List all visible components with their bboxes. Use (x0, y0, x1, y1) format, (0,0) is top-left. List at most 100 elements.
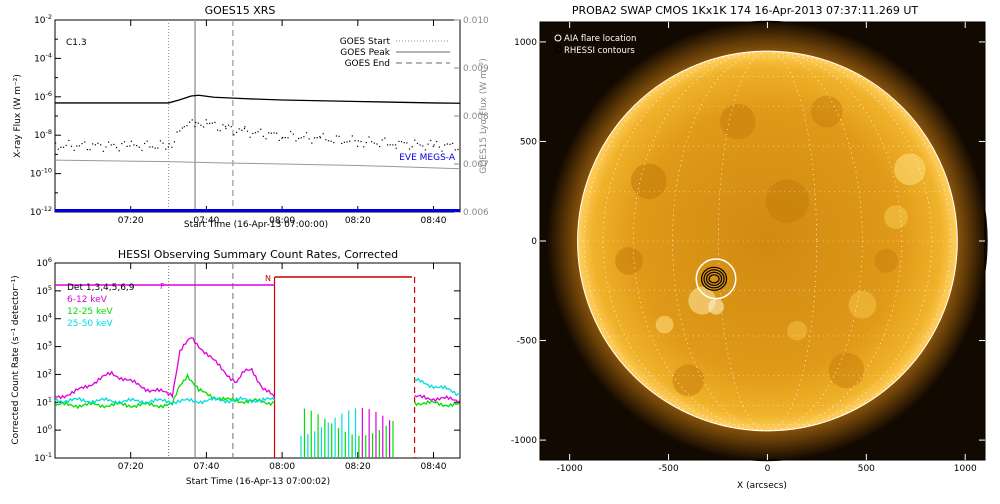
swap-x-tick-label: 0 (765, 464, 771, 474)
swap-y-axis: 1000 500 0 -500 -1000 (511, 38, 985, 446)
goes-xrs-short-point (62, 146, 65, 148)
goes-xrs-short-point (159, 140, 162, 142)
swap-flare-markers (695, 258, 737, 300)
goes-xrs-short-point (311, 142, 313, 144)
goes-xrs-short-point (86, 148, 88, 151)
swap-x-tick-label: -1000 (557, 464, 583, 474)
swap-longitude-line (718, 50, 817, 432)
goes-right-y-tick-label: 0.006 (463, 208, 489, 218)
swap-surface-feature (630, 163, 667, 200)
goes-xrs-short-point (325, 139, 327, 141)
goes-xrs-short-point (284, 136, 286, 139)
goes-right-y-axis: 0.010 0.009 0.008 0.007 0.006 (454, 16, 489, 218)
goes-xrs-short-point (446, 143, 448, 145)
goes-xrs-short-point (191, 119, 193, 121)
goes-xrs-short-point (379, 145, 381, 148)
goes-series (54, 94, 461, 213)
goes-xrs-short-point (238, 128, 240, 130)
goes-xrs-short-point (398, 140, 400, 143)
goes-xrs-short-point (424, 149, 426, 151)
hessi-y-tick-label: 105 (36, 284, 52, 297)
goes-xrs-short-point (68, 139, 70, 142)
hessi-series-line (414, 394, 461, 404)
goes-xrs-short-point (357, 145, 359, 147)
goes-xrs-short-point (268, 132, 270, 134)
goes-xrs-short-point (157, 147, 159, 149)
goes-xrs-short-point (265, 138, 267, 140)
goes-xrs-short-point (392, 144, 394, 146)
goes-xrs-short-point (57, 148, 59, 150)
goes-xrs-short-point (171, 146, 173, 148)
goes-xrs-short-point (433, 144, 435, 146)
goes-xrs-short-point (308, 138, 310, 140)
goes-xrs-short-point (400, 141, 403, 143)
goes-xrs-short-point (195, 121, 197, 124)
swap-legend-rhessi-symbol (554, 46, 562, 54)
swap-surface-feature (655, 315, 674, 334)
goes-xrs-short-point (322, 133, 324, 135)
goes-xrs-short-point (327, 140, 330, 142)
goes-xrs-short-point (246, 130, 249, 132)
goes-xrs-short-point (225, 127, 227, 130)
goes-xrs-short-point (138, 146, 140, 148)
hessi-legend: Det 1,3,4,5,6,9 6-12 keV 12-25 keV 25-50… (67, 283, 135, 329)
goes-xrs-short-point (202, 126, 205, 128)
goes-xrs-short-point (395, 147, 397, 149)
goes-xrs-short-point (224, 125, 227, 128)
goes-xrs-short-point (416, 142, 419, 144)
swap-surface-feature (672, 364, 705, 397)
goes-xrs-short-point (181, 127, 183, 129)
goes-x-tick-label: 08:40 (421, 216, 447, 226)
hessi-panel: HESSI Observing Summary Count Rates, Cor… (11, 248, 461, 487)
goes-y-axis-label: X-ray Flux (W m⁻²) (13, 74, 23, 158)
swap-surface-feature (719, 103, 756, 140)
goes-xrs-short-point (244, 126, 246, 128)
goes-xrs-short-point (217, 129, 219, 131)
goes-xrs-short-point (219, 130, 221, 132)
goes-xrs-short-point (123, 141, 126, 143)
swap-surface-feature (708, 298, 724, 315)
goes-xrs-short-point (97, 142, 99, 144)
goes-xrs-short-point (408, 148, 411, 150)
goes-x-tick-label: 07:20 (118, 216, 144, 226)
goes-xrs-short-point (252, 132, 254, 135)
goes-xrs-short-point (432, 145, 434, 148)
goes-y-tick-label: 10-4 (34, 51, 52, 64)
swap-x-tick-label: -500 (658, 464, 679, 474)
swap-legend-rhessi: RHESSI contours (564, 46, 635, 56)
goes-xrs-short-point (257, 131, 259, 133)
swap-solar-disk (577, 50, 958, 432)
goes-xrs-short-point (262, 135, 264, 137)
goes-xrs-short-point (211, 122, 213, 124)
hessi-x-tick-label: 08:00 (269, 462, 295, 472)
goes-xrs-short-point (233, 134, 235, 136)
goes-xrs-short-point (188, 121, 191, 123)
goes-xrs-short-point (121, 142, 123, 145)
goes-xrs-short-point (176, 131, 178, 133)
goes-xrs-short-point (78, 145, 81, 147)
hessi-x-tick-label: 07:40 (193, 462, 219, 472)
swap-x-tick-label: 500 (858, 464, 875, 474)
goes-xrs-short-point (351, 135, 353, 137)
hessi-legend-25-50: 25-50 keV (67, 319, 113, 329)
goes-xrs-short-point (441, 150, 443, 152)
goes-xrs-short-point (305, 132, 308, 134)
hessi-series-line (414, 377, 461, 397)
goes-xrs-short-point (230, 126, 232, 128)
goes-xrs-short-point (292, 133, 294, 135)
hessi-y-tick-label: 102 (36, 367, 52, 380)
goes-xrs-short-point (55, 142, 57, 144)
goes-xrs-short-point (335, 135, 338, 137)
hessi-x-tick-label: 08:40 (421, 462, 447, 472)
goes-xrs-short-point (346, 141, 348, 143)
goes-x-tick-label: 08:20 (345, 216, 371, 226)
goes-xrs-short-point (154, 147, 156, 149)
goes-xrs-short-point (360, 140, 362, 143)
goes-xrs-short-point (107, 141, 110, 143)
hessi-legend-12-25: 12-25 keV (67, 307, 113, 317)
goes-right-y-axis-label: GOES15 Lyα Flux (W m⁻²) (479, 58, 489, 174)
goes-xrs-short-point (452, 142, 454, 145)
hessi-y-axis: 106 105 104 103 102 101 100 10-1 (34, 256, 460, 464)
goes-xrs-short-point (368, 136, 370, 138)
swap-longitude-line (672, 50, 863, 432)
